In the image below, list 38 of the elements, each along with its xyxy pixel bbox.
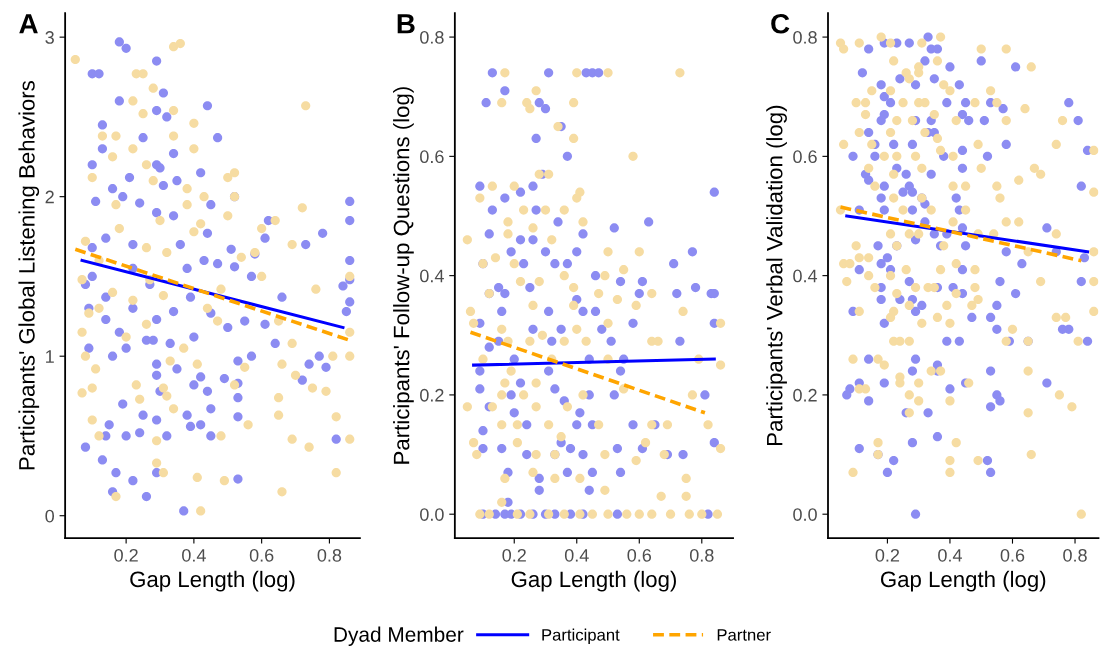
x-tick-label: 0.6 (1000, 548, 1025, 562)
y-tick-label: 0.8 (793, 31, 817, 44)
chart-title: A (19, 14, 38, 34)
x-axis-title: Gap Length (log) (511, 570, 676, 592)
y-tick-label: 3 (45, 31, 54, 44)
x-tick-label: 0.6 (249, 548, 274, 562)
y-tick-label: 0.2 (420, 388, 444, 402)
x-tick-label: 0.4 (938, 548, 962, 562)
y-tick-label: 0.4 (420, 269, 444, 283)
x-tick-label: 0.8 (1063, 548, 1087, 562)
y-tick-label: 2 (45, 190, 54, 204)
x-axis-title: Gap Length (log) (130, 570, 295, 592)
legend-label: Partner (717, 629, 771, 641)
x-tick-label: 0.6 (627, 548, 652, 562)
y-tick-label: 0.4 (793, 269, 818, 283)
x-tick-label: 0.8 (689, 548, 714, 562)
y-axis-title: Participants' Global Listening Behaviors (18, 80, 40, 470)
x-tick-label: 0.4 (564, 548, 589, 562)
y-tick-label: 0.2 (793, 388, 817, 402)
chart-title: B (397, 14, 415, 34)
y-axis-title: Participants' Verbal Validation (log) (766, 105, 787, 445)
x-tick-label: 0.2 (502, 548, 526, 562)
x-axis-title: Gap Length (log) (880, 570, 1046, 592)
y-tick-label: 0 (45, 509, 55, 523)
chart-title: C (771, 13, 790, 34)
y-axis-title: Participants' Follow-up Questions (log) (393, 87, 414, 464)
x-tick-label: 0.2 (875, 548, 900, 562)
y-tick-label: 0.0 (793, 508, 817, 521)
x-tick-label: 0.8 (317, 548, 342, 562)
legend-title: Dyad Member (334, 626, 464, 646)
y-tick-label: 0.0 (420, 508, 444, 521)
x-tick-label: 0.4 (182, 548, 206, 562)
y-tick-label: 0.6 (793, 150, 817, 164)
x-tick-label: 0.2 (114, 548, 138, 562)
legend-label: Participant (542, 628, 620, 645)
y-tick-label: 0.6 (420, 150, 444, 164)
y-tick-label: 1 (46, 350, 54, 363)
y-tick-label: 0.8 (420, 31, 444, 44)
